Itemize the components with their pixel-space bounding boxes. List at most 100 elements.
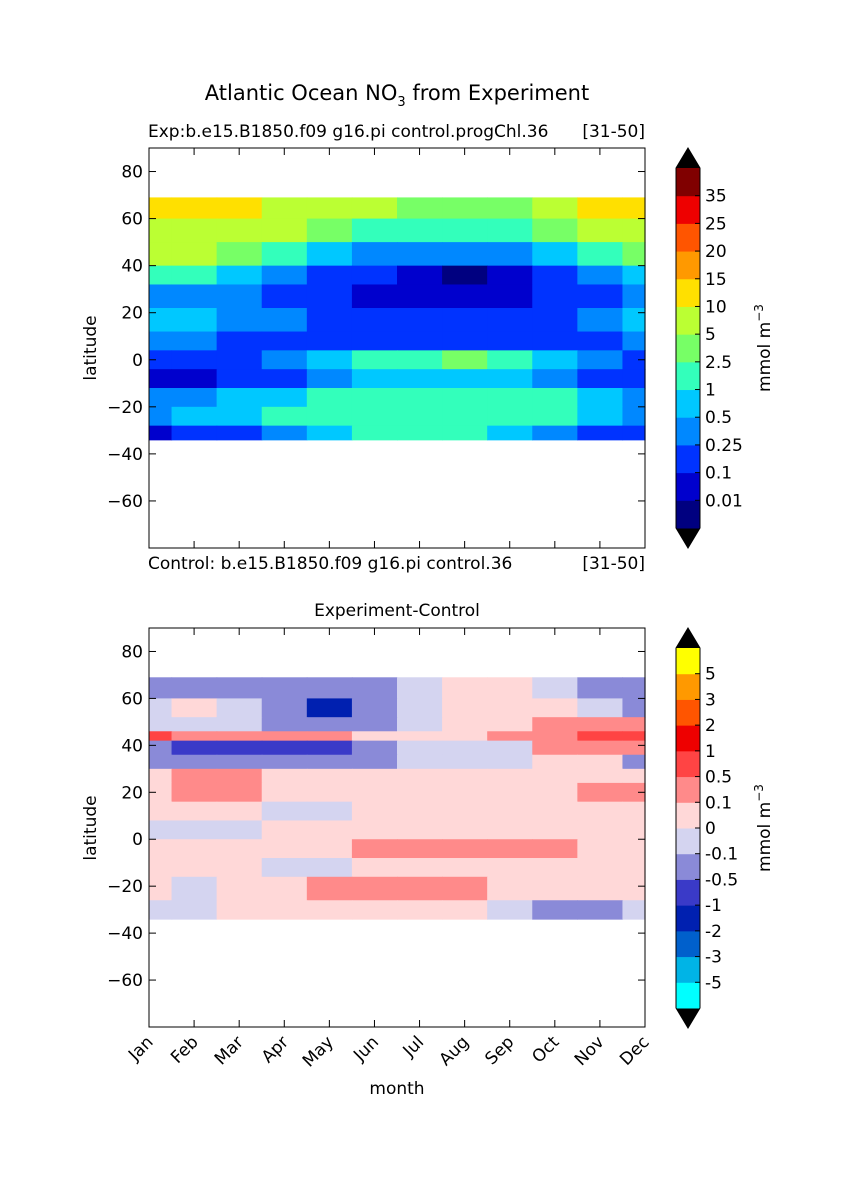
contour-cell xyxy=(306,876,353,901)
colorbar-segment xyxy=(676,444,700,474)
contour-cell xyxy=(306,740,353,756)
contour-cell xyxy=(532,731,578,742)
y-tick-label: 20 xyxy=(121,304,143,324)
x-tick-label: Mar xyxy=(211,1032,248,1069)
contour-cell xyxy=(577,782,624,803)
contour-cell xyxy=(216,350,263,370)
experiment-years: [31-50] xyxy=(582,122,645,142)
colorbar-tick-label: 0.25 xyxy=(705,436,743,456)
contour-cell xyxy=(397,388,443,408)
colorbar-tick-label: 0.01 xyxy=(705,491,743,511)
contour-cell xyxy=(397,218,443,243)
contour-cell xyxy=(216,265,263,286)
contour-cell xyxy=(487,425,533,441)
contour-cell xyxy=(487,197,533,220)
contour-cell xyxy=(171,768,218,784)
experiment-title: Exp:b.e15.B1850.f09 g16.pi control.progC… xyxy=(148,122,548,142)
contour-cell xyxy=(397,698,443,718)
contour-cell xyxy=(216,242,263,267)
contour-cell xyxy=(577,308,624,333)
contour-cell xyxy=(261,197,308,220)
contour-cell xyxy=(397,265,443,286)
contour-cell xyxy=(171,740,218,756)
contour-cell xyxy=(622,731,646,742)
contour-cell xyxy=(351,677,398,700)
contour-cell xyxy=(442,740,488,756)
contour-cell xyxy=(216,197,263,220)
colorbar-segment xyxy=(676,776,700,803)
x-tick-label: May xyxy=(299,1032,338,1071)
contour-cell xyxy=(306,369,353,389)
contour-cell xyxy=(171,388,218,408)
colorbar-segment xyxy=(676,725,700,752)
contour-cell xyxy=(351,425,398,441)
x-tick-label: Jul xyxy=(399,1032,428,1061)
contour-cell xyxy=(171,197,218,220)
contour-cell xyxy=(622,388,646,408)
contour-cell xyxy=(216,369,263,389)
contour-cell xyxy=(149,731,173,742)
contour-cell xyxy=(171,698,218,718)
y-tick-label: 0 xyxy=(132,830,143,850)
contour-cell xyxy=(622,265,646,286)
experiment-panel: Exp:b.e15.B1850.f09 g16.pi control.progC… xyxy=(81,122,775,574)
contour-cell xyxy=(397,768,443,784)
contour-cell xyxy=(216,768,263,784)
contour-cell xyxy=(149,388,173,408)
contour-cell xyxy=(171,218,218,243)
colorbar-segment xyxy=(676,389,700,418)
colorbar-segment xyxy=(676,956,700,983)
contour-cell xyxy=(216,801,263,822)
contour-cell xyxy=(577,677,624,700)
colorbar-tick-label: 35 xyxy=(705,187,727,207)
contour-cell xyxy=(216,717,263,732)
contour-cell xyxy=(171,876,218,901)
contour-cell xyxy=(532,858,578,878)
contour-cell xyxy=(216,698,263,718)
contour-cell xyxy=(532,677,578,700)
contour-cell xyxy=(171,717,218,732)
contour-cell xyxy=(171,265,218,286)
contour-cell xyxy=(149,858,173,878)
contour-cell xyxy=(149,782,173,803)
contour-cell xyxy=(216,740,263,756)
contour-cell xyxy=(261,900,308,920)
x-tick-label: Oct xyxy=(528,1032,563,1067)
contour-cell xyxy=(261,265,308,286)
y-tick-label: −40 xyxy=(107,924,143,944)
contour-cell xyxy=(622,740,646,756)
contour-cell xyxy=(261,350,308,370)
contour-cell xyxy=(171,284,218,309)
contour-cell xyxy=(216,900,263,920)
colorbar-segment xyxy=(676,648,700,675)
contour-cell xyxy=(577,839,624,859)
colorbar-over-arrow xyxy=(676,628,700,648)
difference-x-axis: Jan Feb Mar Apr May Jun Jul Aug Sep Oct Nov Dec xyxy=(124,1032,653,1071)
difference-colorbar-label: mmol m−3 xyxy=(752,784,775,872)
colorbar-tick-label: 2 xyxy=(705,716,716,736)
contour-cell xyxy=(149,425,173,441)
contour-cell xyxy=(149,242,173,267)
contour-cell xyxy=(149,677,173,700)
colorbar-tick-label: 10 xyxy=(705,297,727,317)
contour-cell xyxy=(306,388,353,408)
colorbar-tick-label: -3 xyxy=(705,948,722,968)
contour-cell xyxy=(149,197,173,220)
colorbar-segment xyxy=(676,168,700,197)
contour-cell xyxy=(306,242,353,267)
contour-cell xyxy=(216,331,263,351)
contour-cell xyxy=(442,731,488,742)
contour-cell xyxy=(622,858,646,878)
contour-cell xyxy=(487,350,533,370)
contour-cell xyxy=(216,425,263,441)
contour-cell xyxy=(351,801,398,822)
contour-cell xyxy=(442,308,488,333)
contour-cell xyxy=(622,717,646,732)
contour-cell xyxy=(351,782,398,803)
contour-cell xyxy=(397,754,443,770)
experiment-ylabel: latitude xyxy=(81,315,101,380)
contour-cell xyxy=(306,698,353,718)
contour-cell xyxy=(442,677,488,700)
contour-cell xyxy=(216,284,263,309)
